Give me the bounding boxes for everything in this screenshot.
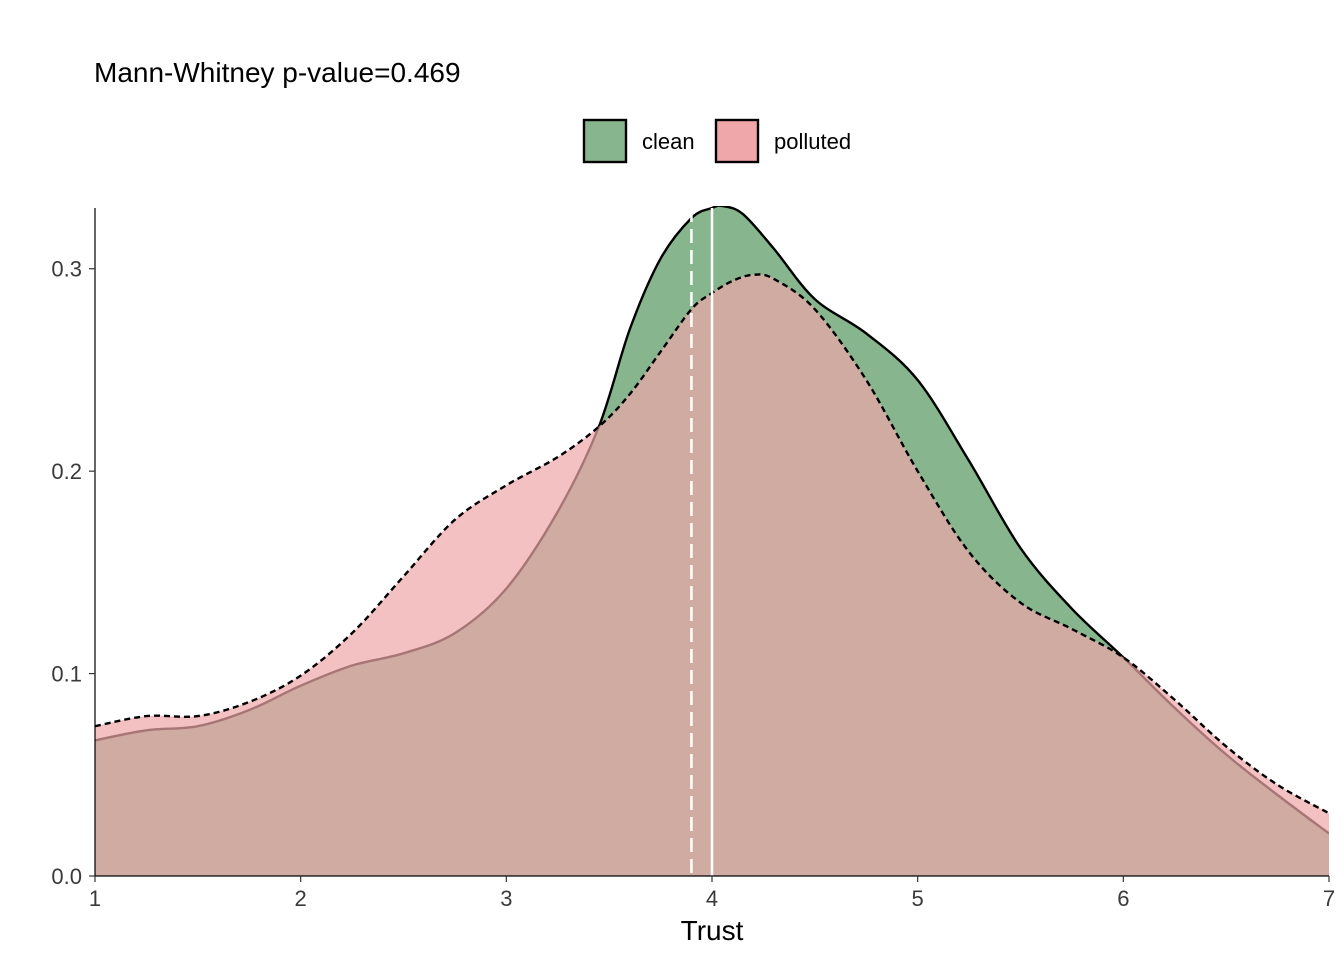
y-tick-label: 0.3 <box>51 257 82 282</box>
x-tick-label: 6 <box>1117 886 1129 911</box>
clean-legend-key <box>582 118 628 164</box>
polluted-density-line <box>95 273 1329 815</box>
y-tick-label: 0.0 <box>51 864 82 889</box>
x-tick-label: 4 <box>706 886 718 911</box>
polluted-legend-label: polluted <box>774 129 851 154</box>
y-tick-label: 0.2 <box>51 459 82 484</box>
x-tick-label: 5 <box>912 886 924 911</box>
clean-legend-label: clean <box>642 129 695 154</box>
plot-area <box>95 206 1329 876</box>
polluted-legend-key <box>714 118 760 164</box>
x-axis-title: Trust <box>681 915 744 946</box>
chart-title: Mann-Whitney p-value=0.469 <box>94 57 461 88</box>
axes: 1 2 3 4 5 6 7 0.0 0.1 0.2 0.3 <box>51 208 1335 911</box>
x-tick-label: 7 <box>1323 886 1335 911</box>
legend: clean polluted <box>582 118 851 164</box>
x-tick-label: 3 <box>500 886 512 911</box>
x-tick-label: 2 <box>295 886 307 911</box>
x-tick-label: 1 <box>89 886 101 911</box>
y-tick-label: 0.1 <box>51 662 82 687</box>
